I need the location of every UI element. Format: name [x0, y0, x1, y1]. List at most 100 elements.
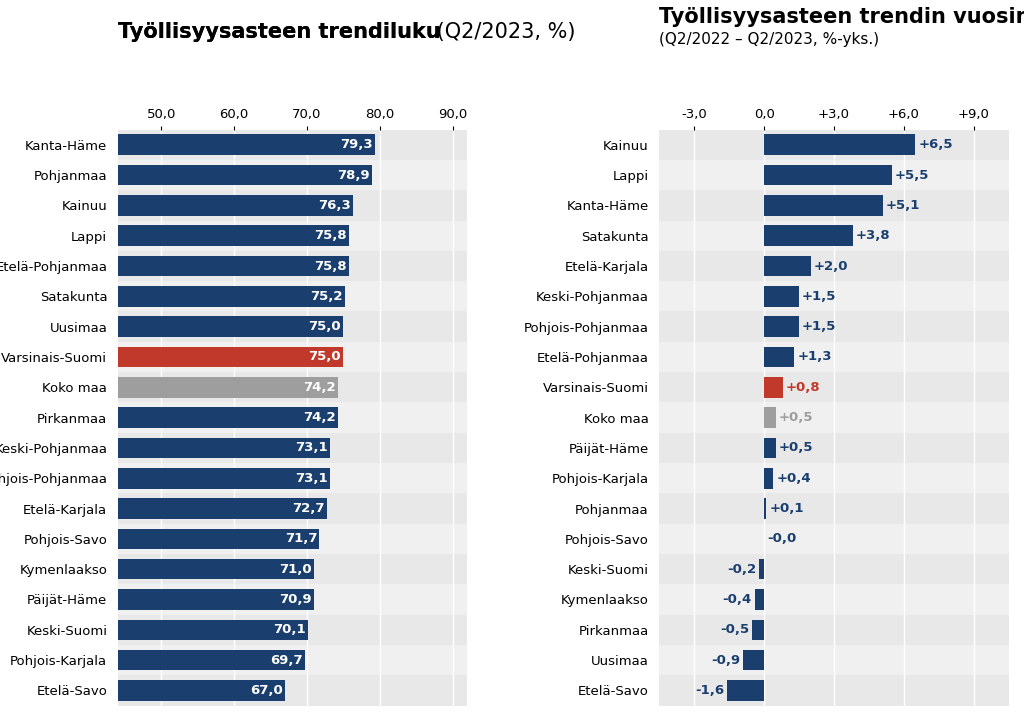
Bar [764, 498, 766, 519]
Text: 75,8: 75,8 [314, 259, 347, 273]
Text: 79,3: 79,3 [340, 138, 373, 151]
Text: +0,8: +0,8 [785, 381, 820, 394]
Bar [118, 615, 467, 645]
Bar [118, 372, 467, 402]
Bar [659, 312, 1009, 342]
Bar [659, 372, 1009, 402]
Bar [659, 402, 1009, 433]
Bar [118, 498, 327, 519]
Bar [764, 438, 776, 458]
Bar [118, 438, 330, 458]
Bar [764, 195, 883, 216]
Text: 67,0: 67,0 [250, 684, 283, 697]
Bar [659, 493, 1009, 523]
Bar [659, 130, 1009, 160]
Bar [118, 585, 467, 615]
Text: 69,7: 69,7 [270, 654, 303, 667]
Bar [118, 135, 375, 155]
Bar [118, 160, 467, 190]
Text: +0,5: +0,5 [778, 441, 813, 454]
Text: 74,2: 74,2 [303, 411, 336, 424]
Bar [118, 225, 349, 246]
Text: +0,5: +0,5 [778, 411, 813, 424]
Bar [764, 286, 799, 307]
Bar [659, 220, 1009, 251]
Bar [659, 463, 1009, 493]
Text: +0,1: +0,1 [769, 502, 804, 515]
Text: +5,5: +5,5 [895, 168, 930, 181]
Bar [659, 554, 1009, 585]
Bar [118, 220, 467, 251]
Text: 71,0: 71,0 [280, 562, 312, 576]
Text: -0,9: -0,9 [712, 654, 740, 667]
Bar [659, 433, 1009, 463]
Bar [118, 554, 467, 585]
Text: 73,1: 73,1 [295, 472, 328, 485]
Bar [118, 680, 285, 701]
Bar [659, 585, 1009, 615]
Text: -0,2: -0,2 [727, 562, 757, 576]
Text: 70,1: 70,1 [273, 624, 305, 636]
Bar [764, 346, 795, 367]
Bar [118, 312, 467, 342]
Text: 73,1: 73,1 [295, 441, 328, 454]
Bar [118, 645, 467, 675]
Text: (Q2/2022 – Q2/2023, %-yks.): (Q2/2022 – Q2/2023, %-yks.) [659, 32, 880, 48]
Text: Työllisyysasteen trendiluku: Työllisyysasteen trendiluku [118, 22, 440, 42]
Bar [118, 130, 467, 160]
Bar [764, 408, 776, 428]
Text: 70,9: 70,9 [279, 593, 311, 606]
Bar [118, 493, 467, 523]
Bar [659, 645, 1009, 675]
Text: +6,5: +6,5 [919, 138, 952, 151]
Bar [659, 615, 1009, 645]
Bar [118, 282, 467, 312]
Text: 75,8: 75,8 [314, 229, 347, 242]
Bar [760, 559, 764, 580]
Bar [764, 165, 892, 185]
Bar [659, 190, 1009, 220]
Bar [659, 282, 1009, 312]
Text: Työllisyysasteen trendin vuosimuutos: Työllisyysasteen trendin vuosimuutos [659, 7, 1024, 27]
Bar [743, 650, 764, 670]
Bar [659, 523, 1009, 554]
Bar [118, 402, 467, 433]
Bar [118, 408, 338, 428]
Bar [118, 468, 330, 489]
Bar [118, 528, 319, 549]
Text: +2,0: +2,0 [813, 259, 848, 273]
Text: +1,5: +1,5 [802, 320, 837, 333]
Bar [727, 680, 764, 701]
Bar [659, 342, 1009, 372]
Text: 78,9: 78,9 [337, 168, 370, 181]
Text: -0,4: -0,4 [723, 593, 752, 606]
Text: -0,0: -0,0 [767, 532, 796, 545]
Text: -1,6: -1,6 [695, 684, 724, 697]
Text: 75,0: 75,0 [308, 320, 341, 333]
Bar [118, 619, 308, 640]
Bar [118, 342, 467, 372]
Bar [118, 433, 467, 463]
Bar [118, 377, 338, 397]
Bar [753, 619, 764, 640]
Text: 75,2: 75,2 [310, 290, 343, 303]
Bar [118, 346, 343, 367]
Bar [755, 589, 764, 610]
Bar [764, 256, 811, 276]
Text: +5,1: +5,1 [886, 199, 920, 212]
Bar [764, 316, 799, 337]
Text: Työllisyysasteen trendiluku: Työllisyysasteen trendiluku [118, 22, 440, 42]
Bar [764, 225, 853, 246]
Bar [659, 160, 1009, 190]
Text: 71,7: 71,7 [285, 532, 317, 545]
Bar [118, 195, 353, 216]
Bar [118, 675, 467, 706]
Bar [118, 650, 305, 670]
Bar [118, 523, 467, 554]
Text: -0,5: -0,5 [721, 624, 750, 636]
Bar [118, 251, 467, 282]
Text: 72,7: 72,7 [292, 502, 325, 515]
Bar [118, 559, 314, 580]
Bar [118, 256, 349, 276]
Bar [764, 468, 773, 489]
